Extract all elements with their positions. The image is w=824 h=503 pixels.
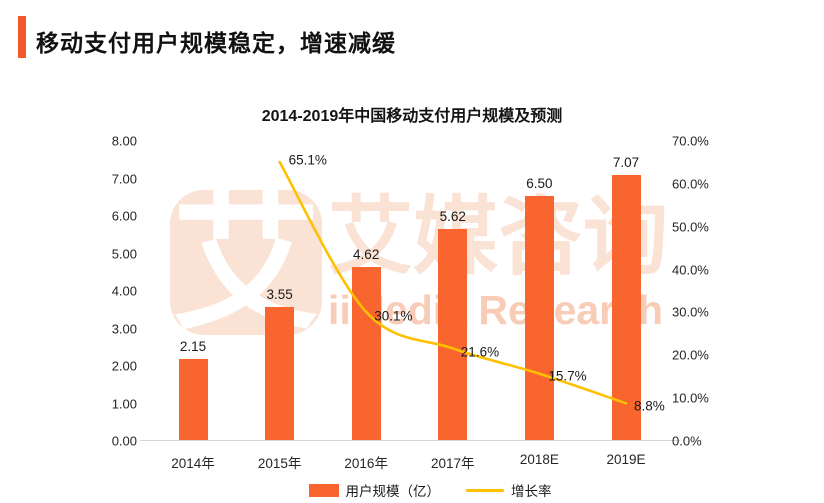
- bar-series-swatch: [308, 483, 339, 497]
- legend-label-users: 用户规模（亿）: [345, 484, 441, 499]
- y-axis-right-tick: 40.0%: [672, 262, 709, 278]
- iimedia-logo-watermark: 艾: [170, 190, 322, 335]
- legend: 用户规模（亿） 增长率: [18, 480, 824, 500]
- bar-2014年: [178, 359, 208, 440]
- y-axis-right-tick: 10.0%: [672, 390, 709, 406]
- bar-value-label: 7.07: [612, 154, 640, 170]
- logo-glyph: 艾: [172, 190, 320, 335]
- title-accent-bar: [18, 16, 26, 58]
- y-axis-right-tick: 70.0%: [672, 133, 709, 149]
- growth-rate-label: 21.6%: [460, 344, 500, 360]
- bar-2017年: [438, 229, 468, 440]
- bar-value-label: 3.55: [266, 286, 293, 302]
- page-title: 移动支付用户规模稳定，增速减缓: [36, 30, 396, 56]
- y-axis-left-tick: 2.00: [111, 358, 137, 374]
- x-axis-label: 2017年: [431, 456, 475, 471]
- bar-2018E: [524, 196, 554, 440]
- y-axis-left-tick: 8.00: [111, 133, 137, 149]
- bar-value-label: 6.50: [526, 176, 553, 192]
- y-axis-left-tick: 4.00: [111, 283, 137, 299]
- y-axis-right-tick: 0.0%: [672, 433, 702, 449]
- growth-rate-label: 65.1%: [288, 152, 327, 168]
- x-axis-label: 2019E: [606, 452, 646, 467]
- bar-value-label: 4.62: [353, 246, 380, 262]
- bar-2016年: [351, 266, 381, 440]
- bar-value-label: 5.62: [439, 209, 466, 225]
- y-axis-right-tick: 50.0%: [672, 219, 709, 235]
- legend-item-users: 用户规模（亿）: [308, 480, 441, 500]
- y-axis-right-tick: 30.0%: [672, 304, 709, 320]
- y-axis-left-tick: 6.00: [111, 208, 137, 224]
- y-axis-left-tick: 5.00: [111, 246, 137, 261]
- x-axis-label: 2016年: [344, 456, 388, 471]
- x-axis-label: 2018E: [519, 452, 559, 467]
- legend-item-growth: 增长率: [466, 480, 552, 500]
- y-axis-left-tick: 0.00: [111, 433, 137, 449]
- y-axis-left-tick: 1.00: [111, 396, 137, 411]
- x-axis-label: 2014年: [171, 456, 215, 471]
- y-axis-right-tick: 60.0%: [672, 176, 709, 192]
- y-axis-left-tick: 7.00: [111, 171, 137, 186]
- y-axis-left-tick: 3.00: [111, 321, 137, 336]
- line-series-swatch: [466, 488, 504, 492]
- bar-value-label: 2.15: [179, 339, 207, 355]
- growth-rate-label: 15.7%: [548, 368, 587, 384]
- legend-label-growth: 增长率: [511, 484, 552, 499]
- x-axis-line: [140, 440, 680, 441]
- growth-rate-label: 30.1%: [374, 308, 413, 324]
- growth-rate-label: 8.8%: [634, 398, 665, 414]
- y-axis-right-tick: 20.0%: [672, 347, 709, 363]
- chart-title: 2014-2019年中国移动支付用户规模及预测: [261, 108, 563, 125]
- bar-2015年: [265, 306, 295, 440]
- x-axis-label: 2015年: [257, 456, 302, 471]
